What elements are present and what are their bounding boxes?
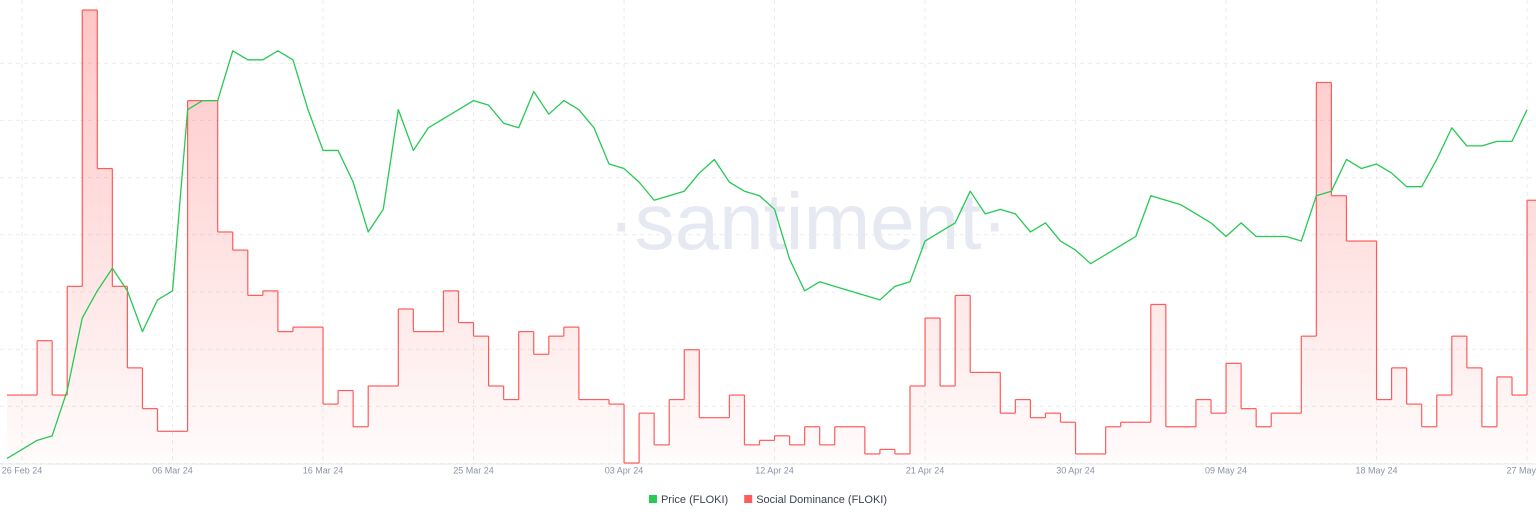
x-tick-label: 16 Mar 24	[303, 465, 344, 475]
legend: Price (FLOKI) Social Dominance (FLOKI)	[648, 494, 887, 506]
legend-label: Price (FLOKI)	[661, 494, 728, 506]
legend-swatch	[744, 495, 753, 503]
x-tick-label: 18 May 24	[1356, 465, 1398, 475]
x-tick-label: 06 Mar 24	[152, 465, 193, 475]
x-tick-label: 21 Apr 24	[906, 465, 945, 475]
x-tick-label: 27 May	[1506, 465, 1536, 475]
x-tick-label: 03 Apr 24	[605, 465, 644, 475]
legend-label: Social Dominance (FLOKI)	[756, 494, 887, 506]
x-tick-label: 25 Mar 24	[453, 465, 494, 475]
legend-swatch	[648, 495, 657, 503]
x-tick-label: 26 Feb 24	[2, 465, 43, 475]
area-fill	[7, 10, 1536, 463]
x-tick-label: 30 Apr 24	[1056, 465, 1095, 475]
x-tick-label: 12 Apr 24	[755, 465, 794, 475]
x-tick-label: 09 May 24	[1205, 465, 1247, 475]
watermark: ·santiment·	[608, 177, 1008, 266]
price-line	[6, 50, 1528, 460]
